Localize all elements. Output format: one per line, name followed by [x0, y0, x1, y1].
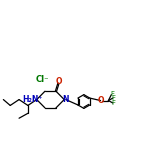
Text: F: F [110, 91, 114, 97]
Text: Cl⁻: Cl⁻ [36, 75, 49, 84]
Text: O: O [98, 96, 104, 105]
Text: N: N [63, 95, 69, 104]
Text: H₂N⁺: H₂N⁺ [22, 95, 43, 104]
Text: F: F [112, 95, 116, 101]
Text: O: O [56, 77, 62, 86]
Text: F: F [112, 100, 116, 107]
